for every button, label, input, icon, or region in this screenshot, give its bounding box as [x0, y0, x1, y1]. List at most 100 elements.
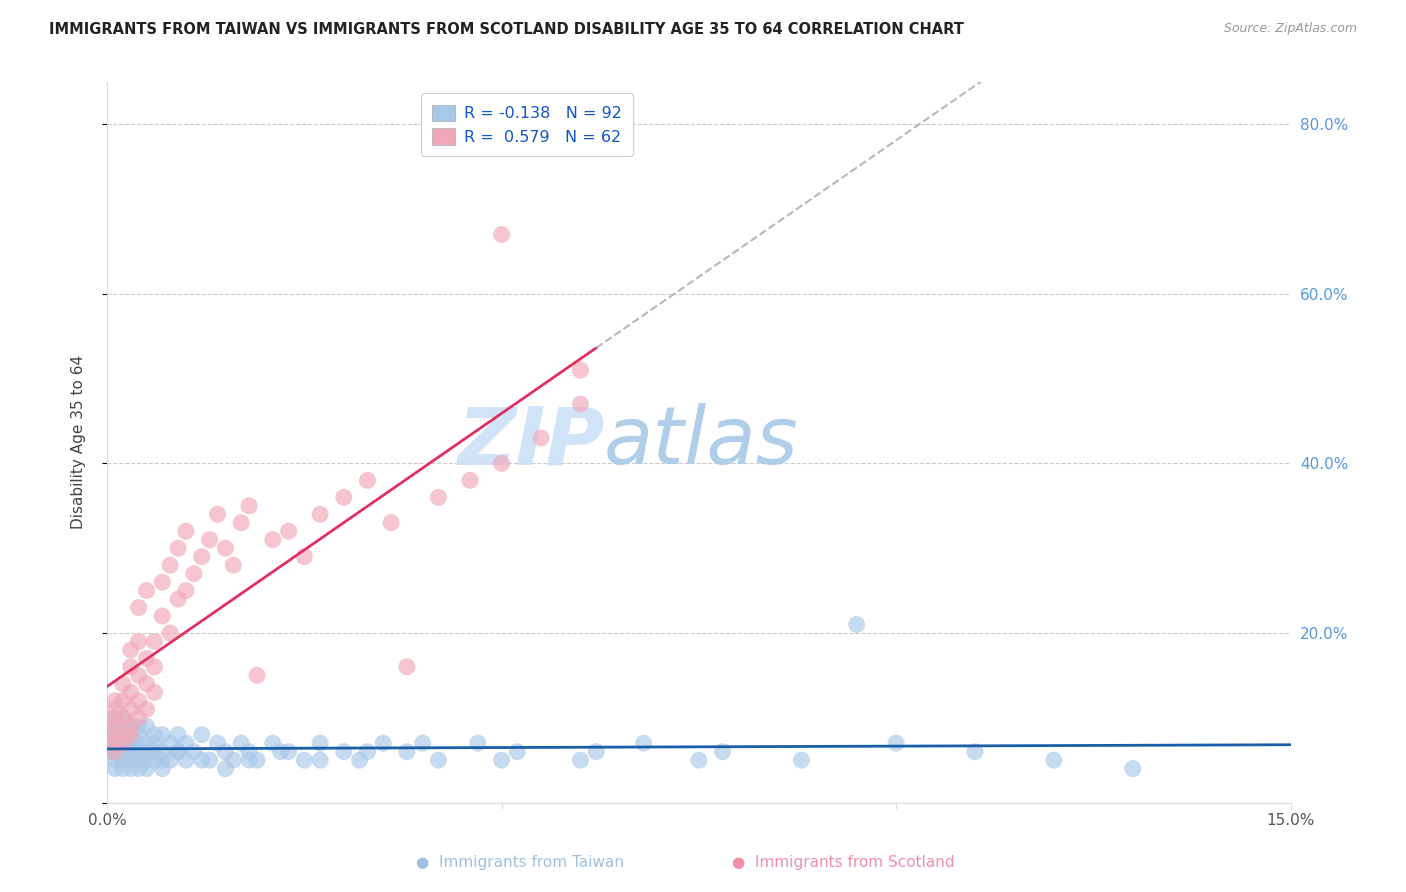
Point [292, 753, 315, 767]
Point [711, 745, 734, 759]
Point [207, 736, 229, 750]
Point [111, 677, 134, 691]
Point [111, 762, 134, 776]
Point [104, 711, 127, 725]
Point [270, 745, 292, 759]
Point [111, 745, 134, 759]
Point [262, 533, 284, 547]
Point [135, 745, 157, 759]
Point [128, 711, 150, 725]
Point [569, 363, 592, 377]
Point [159, 736, 181, 750]
Point [380, 516, 402, 530]
Point [190, 753, 212, 767]
Point [222, 753, 245, 767]
Point [120, 719, 142, 733]
Point [143, 736, 166, 750]
Point [104, 702, 127, 716]
Point [309, 736, 332, 750]
Point [198, 753, 221, 767]
Point [246, 668, 269, 682]
Point [120, 728, 142, 742]
Point [120, 719, 142, 733]
Point [128, 736, 150, 750]
Point [150, 609, 173, 624]
Point [104, 711, 127, 725]
Point [104, 745, 127, 759]
Point [111, 728, 134, 742]
Point [207, 508, 229, 522]
Point [214, 745, 236, 759]
Point [135, 736, 157, 750]
Point [167, 728, 190, 742]
Point [120, 702, 142, 716]
Point [231, 516, 253, 530]
Point [104, 736, 127, 750]
Point [135, 583, 157, 598]
Point [159, 753, 181, 767]
Point [349, 753, 371, 767]
Point [569, 753, 592, 767]
Point [120, 685, 142, 699]
Text: IMMIGRANTS FROM TAIWAN VS IMMIGRANTS FROM SCOTLAND DISABILITY AGE 35 TO 64 CORRE: IMMIGRANTS FROM TAIWAN VS IMMIGRANTS FRO… [49, 22, 965, 37]
Point [135, 677, 157, 691]
Point [150, 745, 173, 759]
Point [111, 694, 134, 708]
Point [111, 753, 134, 767]
Point [111, 753, 134, 767]
Point [104, 694, 127, 708]
Point [120, 753, 142, 767]
Point [356, 745, 378, 759]
Point [585, 745, 607, 759]
Text: atlas: atlas [605, 403, 799, 481]
Point [128, 719, 150, 733]
Point [104, 719, 127, 733]
Point [222, 558, 245, 573]
Point [790, 753, 813, 767]
Point [135, 762, 157, 776]
Point [884, 736, 907, 750]
Point [174, 524, 197, 539]
Point [190, 549, 212, 564]
Point [167, 745, 190, 759]
Point [530, 431, 553, 445]
Point [214, 541, 236, 556]
Point [111, 736, 134, 750]
Point [238, 745, 260, 759]
Point [395, 660, 418, 674]
Point [333, 745, 356, 759]
Point [143, 728, 166, 742]
Point [292, 549, 315, 564]
Point [150, 762, 173, 776]
Point [395, 745, 418, 759]
Point [688, 753, 710, 767]
Text: ZIP: ZIP [457, 403, 605, 481]
Point [120, 660, 142, 674]
Point [491, 457, 513, 471]
Point [128, 600, 150, 615]
Point [128, 694, 150, 708]
Point [150, 753, 173, 767]
Text: ●  Immigrants from Scotland: ● Immigrants from Scotland [733, 855, 955, 870]
Point [135, 651, 157, 665]
Point [845, 617, 868, 632]
Point [174, 753, 197, 767]
Point [963, 745, 986, 759]
Point [1122, 762, 1144, 776]
Point [190, 728, 212, 742]
Point [128, 668, 150, 682]
Point [104, 728, 127, 742]
Point [238, 499, 260, 513]
Point [159, 626, 181, 640]
Point [309, 753, 332, 767]
Point [100, 728, 122, 742]
Legend: R = -0.138   N = 92, R =  0.579   N = 62: R = -0.138 N = 92, R = 0.579 N = 62 [422, 94, 633, 156]
Point [183, 745, 205, 759]
Point [150, 728, 173, 742]
Point [569, 397, 592, 411]
Point [104, 753, 127, 767]
Point [183, 566, 205, 581]
Point [135, 719, 157, 733]
Point [277, 524, 299, 539]
Point [143, 685, 166, 699]
